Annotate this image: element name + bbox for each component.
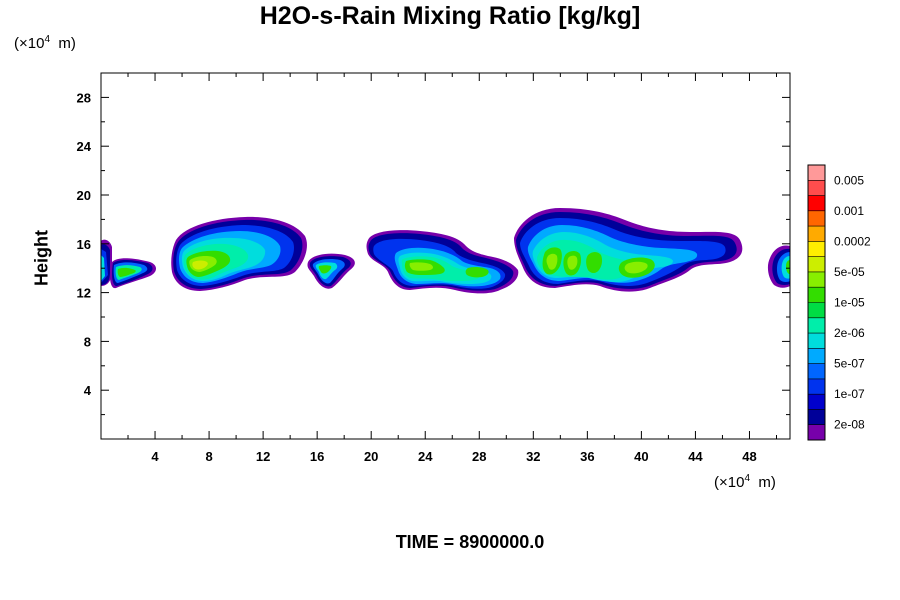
y-unit-suffix: m)	[50, 35, 76, 52]
y-tick-label: 20	[77, 188, 91, 203]
colorbar-swatch	[808, 165, 825, 181]
plot-frame	[100, 72, 791, 440]
colorbar-swatch	[808, 271, 825, 288]
colorbar-swatch	[808, 394, 825, 410]
contour-green	[786, 260, 790, 274]
colorbar-label: 5e-07	[834, 357, 865, 371]
colorbar-swatch	[808, 180, 825, 196]
y-tick-label: 24	[77, 139, 92, 154]
contour-lime	[409, 262, 433, 271]
x-unit-exponent: 4	[744, 473, 751, 484]
colorbar-label: 0.0002	[834, 234, 871, 248]
contour-green	[318, 265, 332, 274]
x-tick-label: 28	[472, 449, 486, 464]
colorbar-swatch	[808, 302, 825, 319]
y-tick-label: 4	[84, 383, 92, 398]
colorbar: 0.005 0.001 0.0002 5e-05 1e-05 2e-06 5e-07 1e-0…	[807, 164, 871, 441]
colorbar-label: 0.001	[834, 204, 864, 218]
y-tick-label: 12	[77, 286, 91, 301]
x-tick-label: 16	[310, 449, 324, 464]
colorbar-label: 1e-07	[834, 387, 865, 401]
x-tick-label: 4	[151, 449, 159, 464]
x-axis-unit: (×104 m)	[714, 473, 776, 491]
x-axis-ticks: 4 8 12 16 20 24 28 32 36 40 44 48	[127, 73, 777, 464]
colorbar-swatch	[808, 256, 825, 273]
colorbar-swatch	[808, 378, 825, 395]
x-tick-label: 24	[418, 449, 433, 464]
chart-title: H2O-s-Rain Mixing Ratio [kg/kg]	[259, 2, 641, 30]
colorbar-swatch	[808, 210, 825, 227]
y-axis-unit: (×104 m)	[14, 34, 76, 52]
colorbar-swatch	[808, 363, 825, 380]
x-unit-suffix: m)	[750, 474, 776, 491]
x-tick-label: 48	[742, 449, 756, 464]
colorbar-label: 2e-06	[834, 326, 865, 340]
x-tick-label: 40	[634, 449, 648, 464]
contour-yg	[192, 260, 208, 270]
x-tick-label: 8	[205, 449, 212, 464]
y-tick-label: 28	[77, 90, 91, 105]
contour-green	[465, 266, 489, 278]
time-label: TIME = 8900000.0	[395, 532, 545, 552]
contour-green	[117, 267, 136, 277]
colorbar-label: 5e-05	[834, 265, 865, 279]
contour-lime	[546, 253, 558, 270]
contour-lime	[624, 261, 648, 274]
colorbar-swatch	[808, 333, 825, 349]
contour-green	[586, 252, 603, 273]
colorbar-label: 1e-05	[834, 296, 865, 310]
rain-field	[101, 208, 790, 294]
colorbar-swatch	[808, 317, 825, 334]
x-tick-label: 20	[364, 449, 378, 464]
y-tick-label: 8	[84, 334, 91, 349]
colorbar-swatch	[808, 287, 825, 303]
y-unit-prefix: (×10	[14, 35, 45, 52]
x-tick-label: 36	[580, 449, 594, 464]
colorbar-swatch	[808, 195, 825, 212]
contour-lime	[567, 255, 578, 270]
x-tick-label: 44	[688, 449, 703, 464]
colorbar-swatch	[808, 409, 825, 426]
y-unit-exponent: 4	[44, 34, 51, 45]
x-tick-label: 12	[256, 449, 270, 464]
y-axis-ticks: 4 8 12 16 20 24 28	[77, 90, 790, 416]
x-tick-label: 32	[526, 449, 540, 464]
x-unit-prefix: (×10	[714, 474, 745, 491]
colorbar-swatch	[808, 226, 825, 242]
colorbar-swatch	[808, 348, 825, 365]
colorbar-swatch	[808, 241, 825, 258]
colorbar-swatch	[808, 424, 825, 441]
colorbar-label: 0.005	[834, 173, 864, 187]
y-tick-label: 16	[77, 237, 91, 252]
colorbar-label: 2e-08	[834, 418, 865, 432]
